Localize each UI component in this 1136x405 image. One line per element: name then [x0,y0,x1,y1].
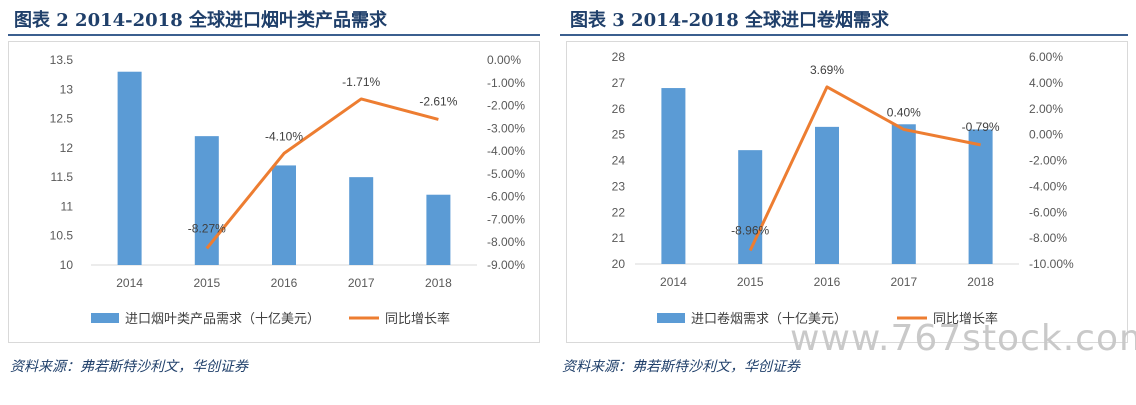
bar [968,129,993,264]
y-right-tick-label: -6.00% [1029,205,1067,219]
source-note: 资料来源：弗若斯特沙利文，华创证券 [562,359,800,375]
bar [426,194,451,265]
chart-container: 20 21 22 23 24 25 26 27 28 -10.00% -8.00% -6.00% -4.… [566,41,1128,343]
legend-swatch-bar [91,313,119,323]
x-tick-label: 2015 [193,276,220,290]
y-left-tick-label: 21 [612,231,626,245]
data-label: -4.10% [265,129,303,143]
x-tick-label: 2017 [348,276,375,290]
y-left-tick-label: 27 [612,76,626,90]
x-tick-label: 2018 [425,276,452,290]
y-left-tick-label: 24 [612,154,626,168]
x-tick-label: 2016 [271,276,298,290]
y-left-tick-label: 13.5 [50,53,74,67]
combo-chart-cigarettes: 20 21 22 23 24 25 26 27 28 -10.00% -8.00% -6.00% -4.… [612,50,1074,327]
y-left-tick-label: 20 [612,257,626,271]
source-note: 资料来源：弗若斯特沙利文，华创证券 [10,359,248,375]
y-left-tick-label: 11 [61,199,74,213]
y-left-tick-label: 10 [60,258,74,272]
y-right-tick-label: -2.00% [1029,154,1067,168]
y-right-tick-label: -6.00% [487,190,525,204]
figure-right: 图表 3 2014-2018 全球进口卷烟需求 20 21 22 23 24 25 26 27… [556,0,1136,405]
y-right-tick-label: -2.00% [487,99,525,113]
y-right-tick-label: 0.00% [1029,128,1063,142]
y-left-tick-label: 28 [612,50,626,64]
bar [891,124,916,265]
y-left-tick-label: 25 [612,128,626,142]
bar [194,136,219,265]
bar [738,150,763,264]
bar [661,88,686,264]
y-left-tick-label: 10.5 [50,229,74,243]
bar [272,165,296,265]
y-left-tick-label: 26 [612,102,626,116]
data-label: -8.27% [188,221,226,235]
y-left-tick-label: 12.5 [50,112,74,126]
x-tick-label: 2014 [116,276,143,290]
growth-line [205,97,439,250]
legend-swatch-bar [657,313,685,323]
y-left-tick-label: 12 [60,141,74,155]
y-left-tick-label: 13 [60,82,74,96]
y-left-tick-label: 22 [612,205,626,219]
y-right-tick-label: -8.00% [487,235,525,249]
x-tick-label: 2018 [967,275,994,289]
combo-chart-tobacco-leaf: 10 10.5 11 11.5 12 12.5 13 13.5 -9.00% -8.00% -7.0… [50,53,526,327]
legend-label-line: 同比增长率 [933,311,998,327]
y-right-tick-label: 6.00% [1029,50,1063,64]
y-right-tick-label: -9.00% [487,258,525,272]
y-right-tick-label: -3.00% [487,121,525,135]
chart-container: 10 10.5 11 11.5 12 12.5 13 13.5 -9.00% -8.00% -7.0… [8,41,540,343]
watermark: www.767stock.com [790,318,1136,359]
bar [117,71,142,265]
bar [815,126,839,264]
figure-left: 图表 2 2014-2018 全球进口烟叶类产品需求 10 10.5 11 11.5 1… [0,0,556,405]
data-label: -8.96% [731,224,769,238]
data-label: 0.40% [887,105,921,119]
y-right-tick-label: -1.00% [487,76,525,90]
x-tick-label: 2017 [890,275,917,289]
title-rule [560,34,1128,36]
y-right-tick-label: -10.00% [1029,257,1074,271]
growth-line [748,85,981,252]
y-right-tick-label: -7.00% [487,212,525,226]
y-right-tick-label: 2.00% [1029,102,1063,116]
legend-label-bar: 进口烟叶类产品需求（十亿美元） [125,312,320,327]
data-label: -1.71% [342,75,380,89]
legend-label-bar: 进口卷烟需求（十亿美元） [691,311,847,327]
x-tick-label: 2014 [660,275,687,289]
y-right-tick-label: -8.00% [1029,231,1067,245]
x-tick-label: 2016 [814,275,841,289]
title-rule [8,34,540,36]
figure-title: 图表 2 2014-2018 全球进口烟叶类产品需求 [14,10,387,31]
y-right-tick-label: 0.00% [487,53,521,67]
data-label: -2.61% [419,94,457,108]
x-tick-label: 2015 [737,275,764,289]
data-label: -0.79% [962,120,1000,134]
legend-label-line: 同比增长率 [385,311,450,327]
y-right-tick-label: -5.00% [487,167,525,181]
y-left-tick-label: 11.5 [51,170,74,184]
bar [349,177,374,265]
y-right-tick-label: -4.00% [1029,179,1067,193]
y-right-tick-label: 4.00% [1029,76,1063,90]
y-right-tick-label: -4.00% [487,144,525,158]
y-left-tick-label: 23 [612,179,626,193]
data-label: 3.69% [810,63,844,77]
figure-title: 图表 3 2014-2018 全球进口卷烟需求 [570,10,889,31]
